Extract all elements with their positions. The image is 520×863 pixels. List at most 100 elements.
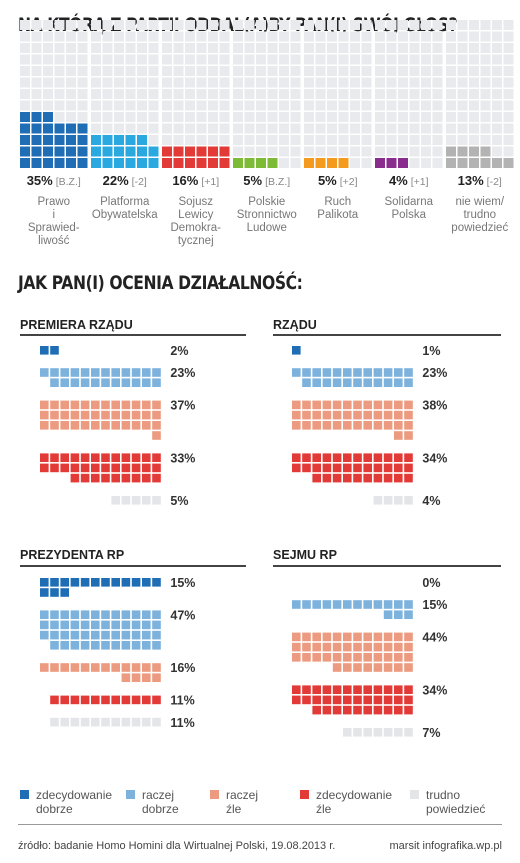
empty-cell [446, 20, 456, 30]
rating-value-label: 4% [422, 494, 440, 508]
rating-cell [70, 400, 80, 410]
rating-panel: 15% 47% 16% 11% 11% [40, 576, 195, 730]
empty-cell [233, 20, 243, 30]
rating-cell [40, 421, 49, 430]
rating-cell [394, 695, 403, 705]
rating-cell [404, 463, 413, 473]
empty-cell [290, 31, 301, 42]
party-vote-cell [233, 158, 243, 168]
rating-cell [394, 663, 403, 672]
empty-cell [102, 31, 113, 42]
empty-cell [290, 135, 301, 145]
empty-cell [137, 20, 147, 30]
empty-cell [409, 112, 420, 122]
empty-cell [196, 112, 207, 122]
rating-cell [343, 421, 352, 430]
empty-cell [327, 31, 337, 42]
empty-cell [279, 135, 289, 145]
rating-value-label: 37% [170, 399, 195, 413]
empty-cell [162, 135, 172, 145]
rating-cell [383, 410, 393, 420]
empty-cell [77, 66, 88, 76]
empty-cell [137, 77, 147, 88]
rating-value-label: 11% [170, 716, 194, 730]
rating-cell [292, 632, 301, 642]
rating-cell [50, 588, 59, 597]
empty-cell [398, 77, 408, 88]
empty-cell [338, 20, 349, 30]
rating-cell [292, 453, 301, 462]
empty-cell [244, 100, 255, 111]
rating-cell [50, 641, 59, 650]
party-name-label: Ruch [324, 196, 351, 208]
empty-cell [480, 123, 491, 134]
rating-cell [111, 400, 120, 410]
empty-cell [137, 43, 147, 53]
rating-cell [332, 653, 342, 662]
rating-cell [404, 632, 413, 642]
empty-cell [208, 66, 218, 76]
rating-cell [292, 410, 301, 420]
party-column [91, 20, 159, 168]
empty-cell [386, 123, 397, 134]
rating-cell [101, 410, 110, 420]
empty-cell [43, 20, 53, 30]
rating-cell [80, 641, 90, 650]
empty-cell [148, 123, 159, 134]
rating-cell [373, 368, 383, 377]
empty-cell [457, 77, 468, 88]
party-vote-cell [219, 146, 230, 157]
empty-cell [421, 77, 431, 88]
legend-label: raczej źle [226, 788, 259, 816]
empty-cell [304, 123, 314, 134]
empty-cell [267, 123, 278, 134]
rating-cell [111, 453, 120, 462]
rating-cell [322, 642, 332, 652]
empty-cell [162, 54, 172, 65]
party-name-label: Sprawied- [28, 222, 80, 234]
empty-cell [480, 77, 491, 88]
empty-cell [173, 77, 184, 88]
empty-cell [469, 123, 479, 134]
rating-cell [394, 685, 403, 694]
empty-cell [185, 89, 195, 99]
rating-value-label: 34% [422, 451, 447, 465]
empty-cell [457, 31, 468, 42]
empty-cell [480, 100, 491, 111]
rating-cell [373, 685, 383, 694]
empty-cell [102, 54, 113, 65]
rating-panel: 0% 15% 44% 34% 7% [292, 576, 447, 740]
empty-cell [350, 146, 360, 157]
rating-cell [363, 378, 372, 387]
rating-cell [322, 421, 332, 430]
rating-value-label: 34% [422, 683, 447, 697]
empty-cell [102, 43, 113, 53]
rating-cell [332, 400, 342, 410]
rating-cell [142, 630, 151, 640]
rating-cell [373, 695, 383, 705]
empty-cell [54, 20, 65, 30]
empty-cell [233, 43, 243, 53]
rating-cell [152, 673, 161, 682]
rating-cell [363, 632, 372, 642]
empty-cell [327, 77, 337, 88]
empty-cell [233, 31, 243, 42]
empty-cell [162, 100, 172, 111]
empty-cell [350, 135, 360, 145]
empty-cell [279, 89, 289, 99]
rating-cell [101, 630, 110, 640]
empty-cell [279, 112, 289, 122]
rating-cell [101, 453, 110, 462]
empty-cell [432, 100, 443, 111]
party-vote-cell [267, 158, 278, 168]
rating-cell [50, 663, 59, 672]
legend-swatch [20, 790, 29, 799]
rating-cell [394, 473, 403, 483]
empty-cell [173, 123, 184, 134]
empty-cell [503, 20, 514, 30]
rating-cell [121, 410, 131, 420]
panel-title-rzad: RZĄDU [273, 318, 317, 332]
party-value-label: 13% [-2] [458, 173, 502, 188]
rating-cell [363, 473, 372, 483]
panel-title-premier: PREMIERA RZĄDU [20, 318, 133, 332]
